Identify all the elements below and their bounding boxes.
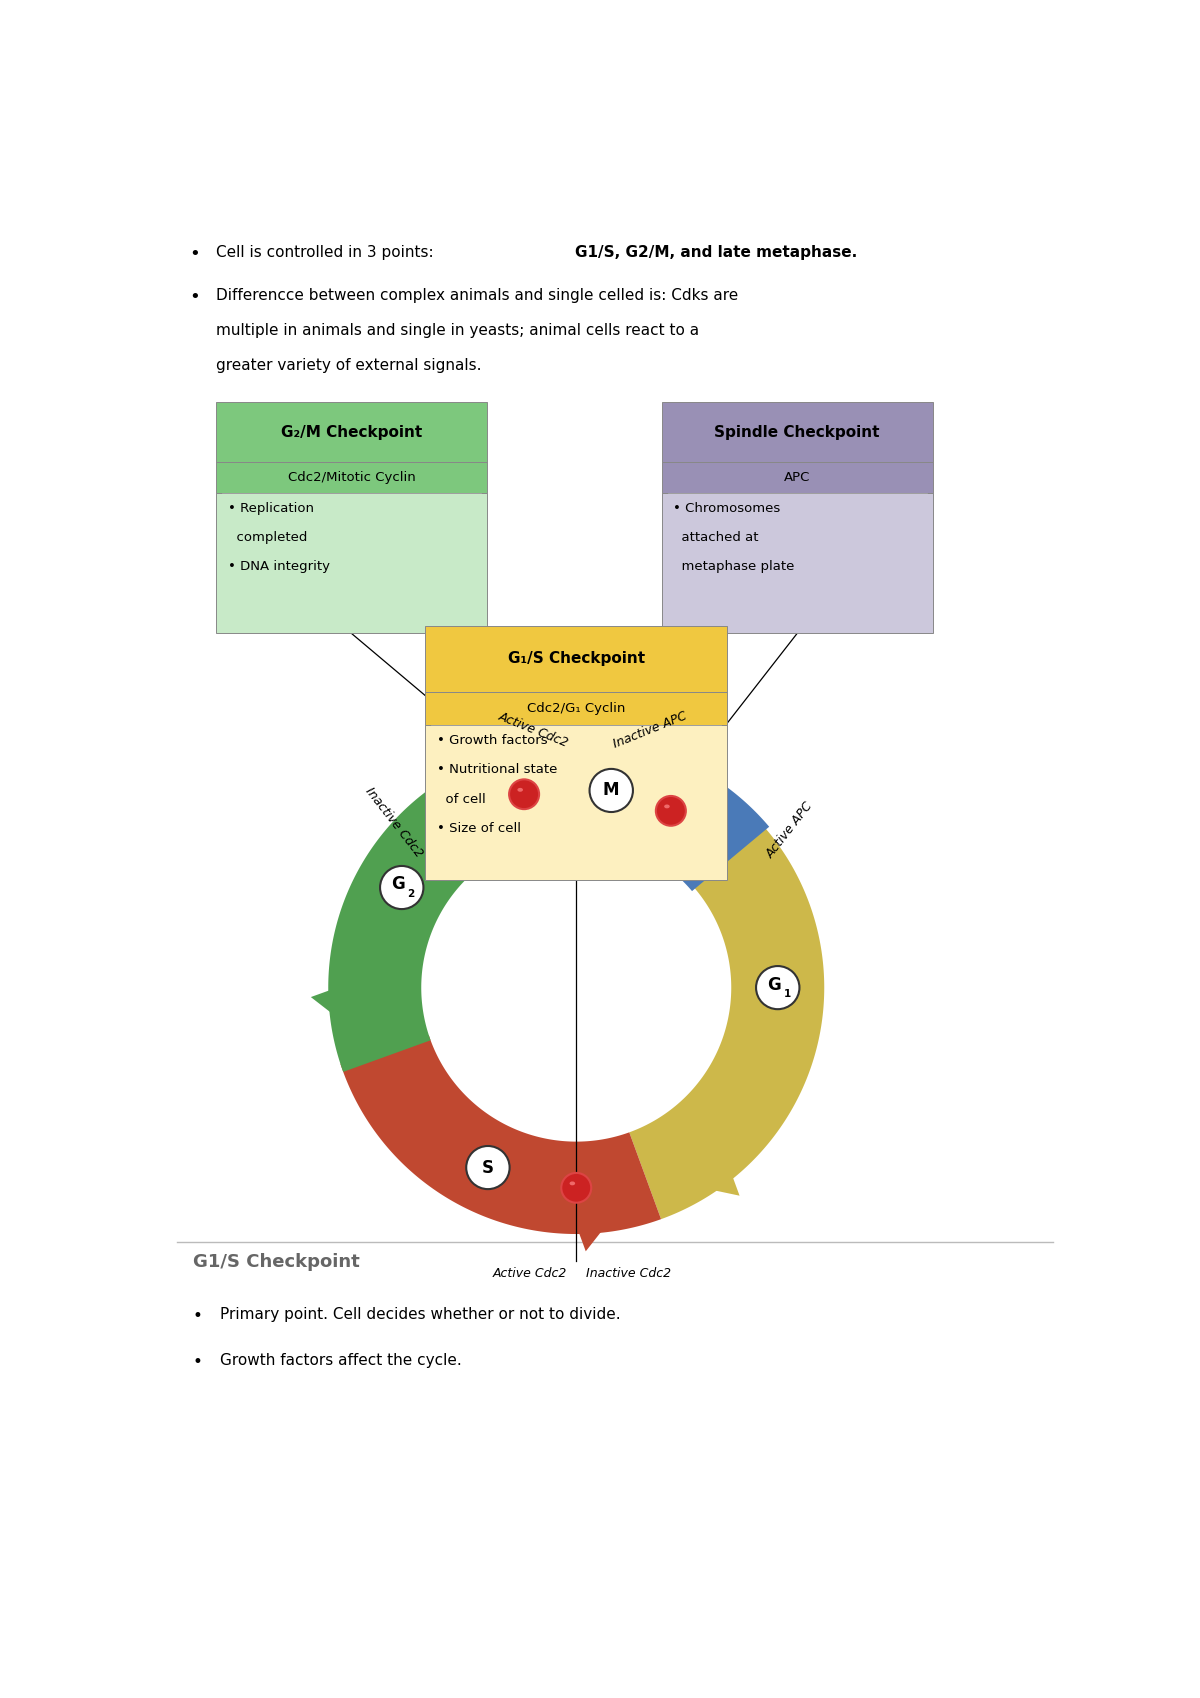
Circle shape	[560, 1172, 593, 1204]
Bar	[425, 691, 727, 725]
Bar	[661, 402, 932, 462]
Bar	[216, 492, 487, 633]
Text: • Nutritional state: • Nutritional state	[437, 764, 557, 776]
Text: • Growth factors: • Growth factors	[437, 734, 547, 747]
Polygon shape	[341, 1036, 661, 1234]
Text: Cell is controlled in 3 points:: Cell is controlled in 3 points:	[216, 245, 438, 260]
Polygon shape	[311, 963, 407, 1056]
Text: •: •	[188, 245, 199, 263]
Bar	[216, 402, 487, 462]
Text: Inactive Cdc2: Inactive Cdc2	[362, 784, 426, 859]
Text: •: •	[193, 1353, 203, 1372]
Text: Primary point. Cell decides whether or not to divide.: Primary point. Cell decides whether or n…	[220, 1307, 620, 1323]
Text: attached at: attached at	[673, 531, 758, 543]
Text: APC: APC	[784, 470, 810, 484]
Circle shape	[380, 866, 424, 908]
Bar	[216, 462, 487, 492]
Text: • Chromosomes: • Chromosomes	[673, 501, 780, 514]
Bar	[425, 725, 727, 880]
Text: 1: 1	[784, 988, 791, 998]
Text: G1/S Checkpoint: G1/S Checkpoint	[193, 1253, 359, 1272]
Text: Inactive APC: Inactive APC	[611, 710, 689, 751]
Circle shape	[510, 781, 538, 808]
Ellipse shape	[517, 788, 523, 791]
Circle shape	[589, 769, 632, 812]
Text: completed: completed	[228, 531, 307, 543]
Text: Active Cdc2: Active Cdc2	[497, 710, 570, 749]
Bar	[661, 492, 932, 633]
Polygon shape	[647, 767, 769, 891]
Text: Growth factors affect the cycle.: Growth factors affect the cycle.	[220, 1353, 462, 1369]
Ellipse shape	[570, 1182, 575, 1185]
Text: M: M	[602, 781, 619, 800]
Text: multiple in animals and single in yeasts; animal cells react to a: multiple in animals and single in yeasts…	[216, 323, 698, 338]
Polygon shape	[631, 756, 731, 859]
Text: Active Cdc2: Active Cdc2	[492, 1267, 566, 1280]
Text: greater variety of external signals.: greater variety of external signals.	[216, 358, 481, 374]
Polygon shape	[629, 779, 824, 1219]
Circle shape	[508, 778, 540, 810]
Text: • Size of cell: • Size of cell	[437, 822, 521, 835]
Text: Inactive Cdc2: Inactive Cdc2	[586, 1267, 671, 1280]
Circle shape	[563, 1173, 590, 1202]
Text: • Replication: • Replication	[228, 501, 313, 514]
Text: Differencce between complex animals and single celled is: Cdks are: Differencce between complex animals and …	[216, 289, 738, 304]
Circle shape	[467, 1146, 510, 1189]
Ellipse shape	[664, 805, 670, 808]
Text: G: G	[767, 976, 781, 993]
Text: G₂/M Checkpoint: G₂/M Checkpoint	[281, 424, 422, 440]
Text: •: •	[188, 289, 199, 306]
Circle shape	[756, 966, 799, 1009]
Circle shape	[655, 795, 686, 827]
Polygon shape	[646, 1100, 739, 1195]
Text: •: •	[193, 1307, 203, 1324]
Text: • DNA integrity: • DNA integrity	[228, 560, 330, 574]
Bar	[425, 627, 727, 691]
Text: Cdc2/G₁ Cyclin: Cdc2/G₁ Cyclin	[527, 701, 625, 715]
Text: 2: 2	[408, 888, 415, 898]
Text: Active APC: Active APC	[763, 800, 815, 861]
Polygon shape	[551, 1156, 646, 1251]
Text: S: S	[482, 1158, 494, 1177]
Polygon shape	[508, 742, 701, 854]
Text: Cdc2/Mitotic Cyclin: Cdc2/Mitotic Cyclin	[288, 470, 415, 484]
Text: of cell: of cell	[437, 793, 486, 805]
Text: G₁/S Checkpoint: G₁/S Checkpoint	[508, 652, 644, 666]
Text: metaphase plate: metaphase plate	[673, 560, 794, 574]
Text: G: G	[391, 876, 404, 893]
Circle shape	[656, 796, 685, 825]
Bar	[661, 462, 932, 492]
Text: G1/S, G2/M, and late metaphase.: G1/S, G2/M, and late metaphase.	[575, 245, 857, 260]
Polygon shape	[329, 749, 536, 1071]
Text: Spindle Checkpoint: Spindle Checkpoint	[714, 424, 880, 440]
